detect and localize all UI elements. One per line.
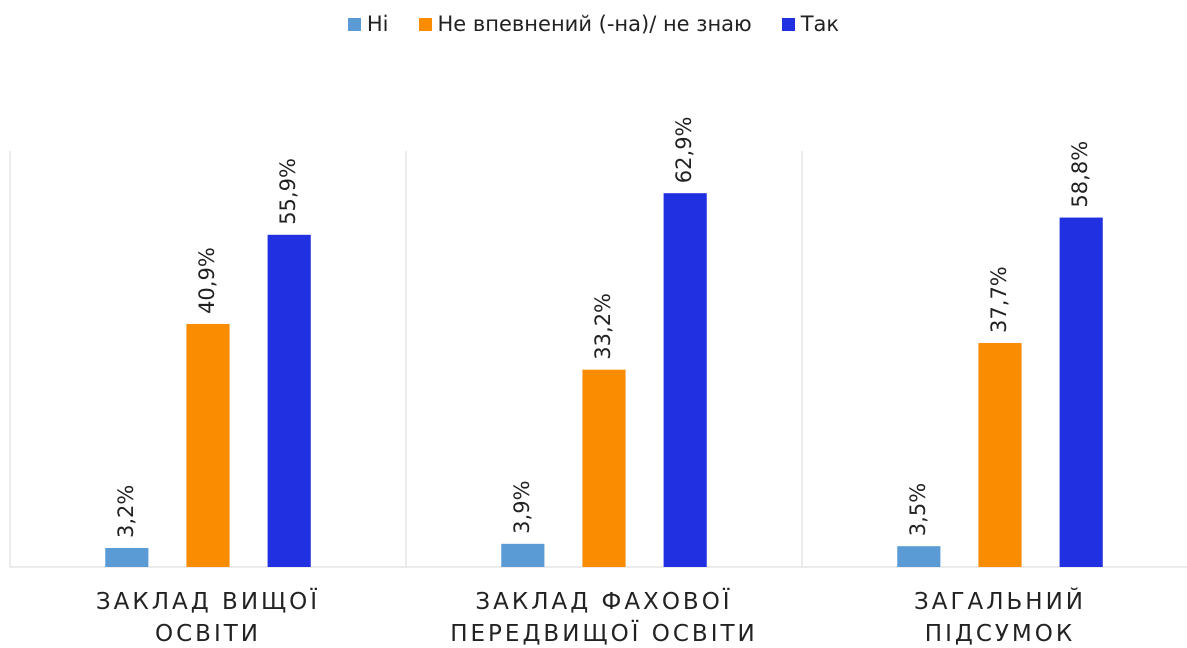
legend-item: Ні <box>347 12 389 36</box>
legend-label: Не впевнений (-на)/ не знаю <box>437 12 752 36</box>
legend-swatch <box>347 17 361 31</box>
legend-item: Не впевнений (-на)/ не знаю <box>418 12 752 36</box>
x-tick-label: ЗАКЛАД ФАХОВОЇ ПЕРЕДВИЩОЇ ОСВІТИ <box>450 589 758 647</box>
legend-label: Ні <box>366 12 389 36</box>
value-label: 3,2% <box>114 485 138 538</box>
legend-item: Так <box>781 12 840 36</box>
bar <box>105 547 149 567</box>
value-label: 62,9% <box>672 116 696 183</box>
bar <box>663 193 707 568</box>
value-label: 40,9% <box>195 247 219 314</box>
value-label: 58,8% <box>1068 141 1092 208</box>
x-tick-label: ЗАГАЛЬНИЙ ПІДСУМОК <box>913 589 1087 647</box>
legend-swatch <box>418 17 432 31</box>
value-label: 55,9% <box>276 158 300 225</box>
value-label: 3,9% <box>510 480 534 533</box>
legend: Ні Не впевнений (-на)/ не знаю Так <box>0 12 1187 36</box>
bar <box>267 234 311 567</box>
value-label: 37,7% <box>987 266 1011 333</box>
bar <box>186 323 230 567</box>
x-tick-label: ЗАКЛАД ВИЩОЇ ОСВІТИ <box>95 589 321 647</box>
bar <box>978 342 1022 567</box>
value-label: 3,5% <box>906 483 930 536</box>
bar <box>1059 217 1103 567</box>
legend-label: Так <box>800 12 840 36</box>
legend-swatch <box>781 17 795 31</box>
bar <box>582 369 626 567</box>
bar <box>501 543 545 567</box>
bar <box>897 546 941 567</box>
value-label: 33,2% <box>591 293 615 360</box>
